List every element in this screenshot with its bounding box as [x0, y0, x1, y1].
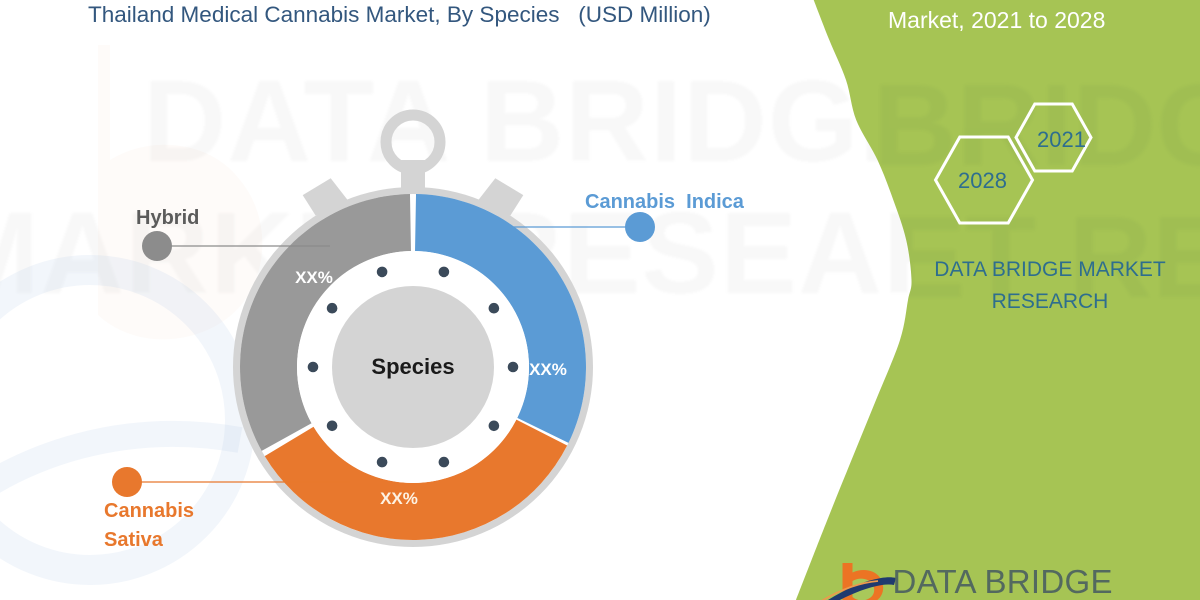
svg-text:DATA BRIDGE: DATA BRIDGE: [893, 563, 1113, 600]
